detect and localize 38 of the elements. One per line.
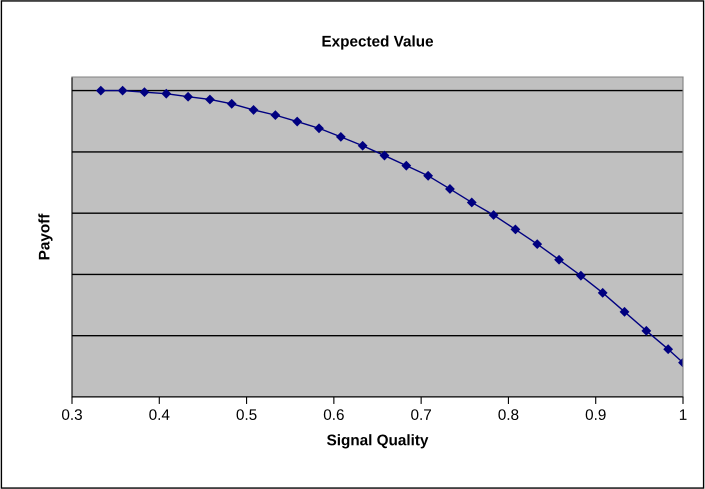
y-axis-title: Payoff	[38, 214, 53, 260]
point	[620, 307, 630, 316]
x-tick-label: 0.6	[324, 409, 344, 420]
x-axis-title: Signal Quality	[327, 434, 428, 448]
point	[162, 89, 171, 98]
point	[554, 255, 564, 264]
x-tick-label: 0.3	[62, 409, 82, 420]
x-tick-label: 0.5	[236, 409, 257, 420]
point	[380, 150, 390, 160]
point	[402, 161, 411, 170]
x-tick-label: 0.7	[411, 409, 431, 420]
point	[140, 88, 150, 97]
point	[488, 210, 498, 220]
point	[445, 184, 455, 194]
point	[227, 99, 236, 108]
x-tick-label: 0.8	[498, 409, 518, 420]
point	[96, 86, 106, 96]
point	[205, 94, 215, 104]
point	[424, 171, 433, 180]
point	[358, 141, 368, 150]
point	[598, 288, 608, 298]
point	[664, 344, 673, 354]
x-tick-label: 1	[680, 409, 687, 420]
chart-title: Expected Value	[322, 35, 434, 50]
point	[532, 239, 542, 249]
point	[510, 224, 520, 234]
point	[292, 116, 302, 126]
point	[576, 271, 586, 280]
point	[314, 124, 324, 133]
x-tick-label: 0.4	[149, 409, 170, 420]
point	[183, 92, 193, 102]
point	[642, 326, 651, 336]
x-tick-label: 0.9	[586, 409, 606, 420]
point	[467, 198, 476, 208]
point	[118, 86, 128, 96]
point	[336, 132, 346, 142]
point	[270, 110, 280, 120]
point	[248, 105, 258, 115]
